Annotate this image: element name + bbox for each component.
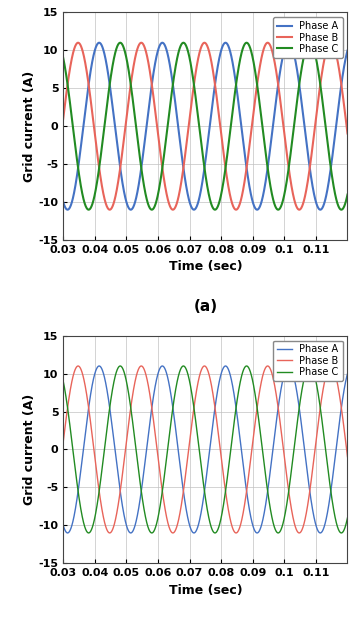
Phase C [229, 117, 233, 124]
Phase C [287, 160, 291, 168]
Phase B [229, 197, 233, 205]
Phase C [245, 39, 249, 46]
Line: Phase B: Phase B [63, 366, 347, 533]
Phase B [171, 206, 175, 214]
Phase C [75, 483, 80, 490]
Y-axis label: Grid current (A): Grid current (A) [22, 71, 35, 182]
Phase C [345, 514, 350, 522]
Phase B [75, 39, 80, 46]
Phase A [129, 529, 133, 537]
Phase B [242, 505, 246, 513]
Phase A [287, 39, 291, 46]
Phase B [272, 55, 276, 63]
Phase B [272, 378, 276, 386]
Phase B [164, 511, 168, 519]
Phase C [61, 378, 65, 385]
Phase C [272, 522, 276, 530]
Line: Phase C: Phase C [63, 43, 347, 210]
X-axis label: Time (sec): Time (sec) [168, 261, 242, 274]
Phase A [242, 144, 246, 151]
Line: Phase C: Phase C [63, 366, 347, 533]
Phase A [61, 198, 65, 206]
Phase C [287, 484, 291, 491]
Phase B [61, 115, 65, 123]
Phase B [287, 491, 291, 498]
Phase A [229, 376, 233, 384]
Phase A [242, 467, 246, 474]
Line: Phase A: Phase A [63, 43, 347, 210]
Phase A [129, 206, 133, 214]
Phase A [75, 492, 80, 500]
Phase A [287, 39, 291, 46]
Phase B [242, 182, 246, 189]
Phase B [329, 362, 333, 370]
Phase B [75, 363, 80, 370]
Phase C [229, 440, 233, 448]
Phase C [61, 54, 65, 61]
Phase A [345, 47, 350, 54]
Phase C [164, 458, 168, 465]
Line: Phase A: Phase A [63, 366, 347, 533]
Phase C [75, 160, 80, 167]
X-axis label: Time (sec): Time (sec) [168, 584, 242, 597]
Phase A [287, 362, 291, 370]
Phase B [61, 438, 65, 446]
Phase C [272, 199, 276, 206]
Phase B [345, 453, 350, 461]
Phase A [75, 168, 80, 176]
Line: Phase B: Phase B [63, 43, 347, 210]
Phase A [164, 368, 168, 376]
Phase B [287, 168, 291, 175]
Y-axis label: Grid current (A): Grid current (A) [22, 394, 35, 505]
Legend: Phase A, Phase B, Phase C: Phase A, Phase B, Phase C [273, 17, 343, 58]
Phase B [171, 529, 175, 537]
Phase C [345, 191, 350, 198]
Phase C [87, 206, 91, 214]
Text: (a): (a) [193, 299, 217, 314]
Phase B [164, 188, 168, 195]
Phase A [272, 113, 276, 121]
Phase A [345, 370, 350, 378]
Phase B [229, 521, 233, 528]
Phase A [229, 53, 233, 61]
Phase B [329, 39, 333, 46]
Phase A [287, 362, 291, 370]
Phase C [164, 134, 168, 142]
Phase C [242, 365, 246, 373]
Phase C [242, 42, 246, 50]
Phase A [272, 437, 276, 444]
Phase C [245, 362, 249, 370]
Legend: Phase A, Phase B, Phase C: Phase A, Phase B, Phase C [273, 340, 343, 381]
Phase C [87, 529, 91, 537]
Phase B [345, 130, 350, 137]
Phase A [61, 521, 65, 529]
Phase A [164, 45, 168, 53]
